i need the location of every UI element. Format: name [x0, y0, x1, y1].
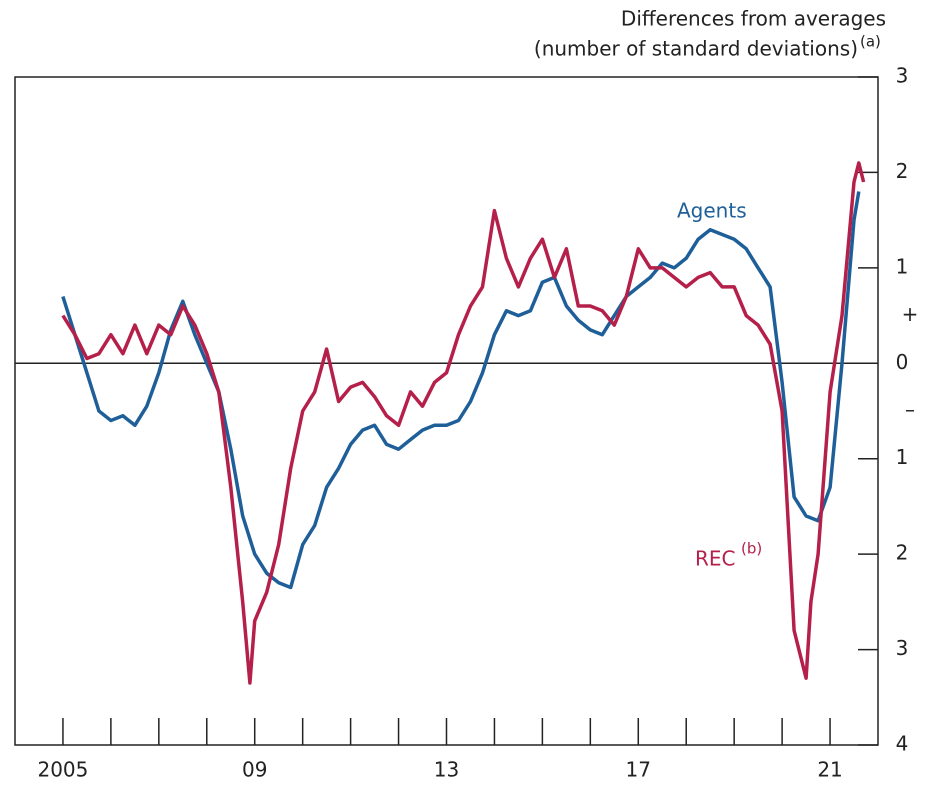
x-tick-label: 21: [817, 758, 842, 782]
y-tick-label: 3: [896, 636, 909, 660]
series-label: REC: [695, 547, 736, 571]
series-line: [61, 161, 866, 685]
y-tick-label: 1: [896, 254, 909, 278]
title-line: (number of standard deviations): [534, 37, 858, 61]
y-tick-label: 1: [896, 445, 909, 469]
title-line: Differences from averages: [621, 7, 886, 31]
x-tick-label: 2005: [37, 758, 88, 782]
sign-label: –: [905, 398, 915, 422]
y-tick-label: 2: [896, 541, 909, 565]
series-label: Agents: [677, 199, 747, 223]
series-note: (b): [741, 540, 762, 558]
y-tick-label: 4: [896, 732, 909, 756]
sign-label: +: [902, 302, 919, 326]
y-tick-label: 2: [896, 159, 909, 183]
title-note: (a): [860, 33, 881, 51]
y-tick-label: 0: [896, 350, 909, 374]
series-line: [61, 191, 861, 590]
x-tick-label: 13: [434, 758, 459, 782]
y-tick-label: 3: [896, 64, 909, 88]
x-tick-label: 09: [242, 758, 267, 782]
x-tick-label: 17: [626, 758, 651, 782]
